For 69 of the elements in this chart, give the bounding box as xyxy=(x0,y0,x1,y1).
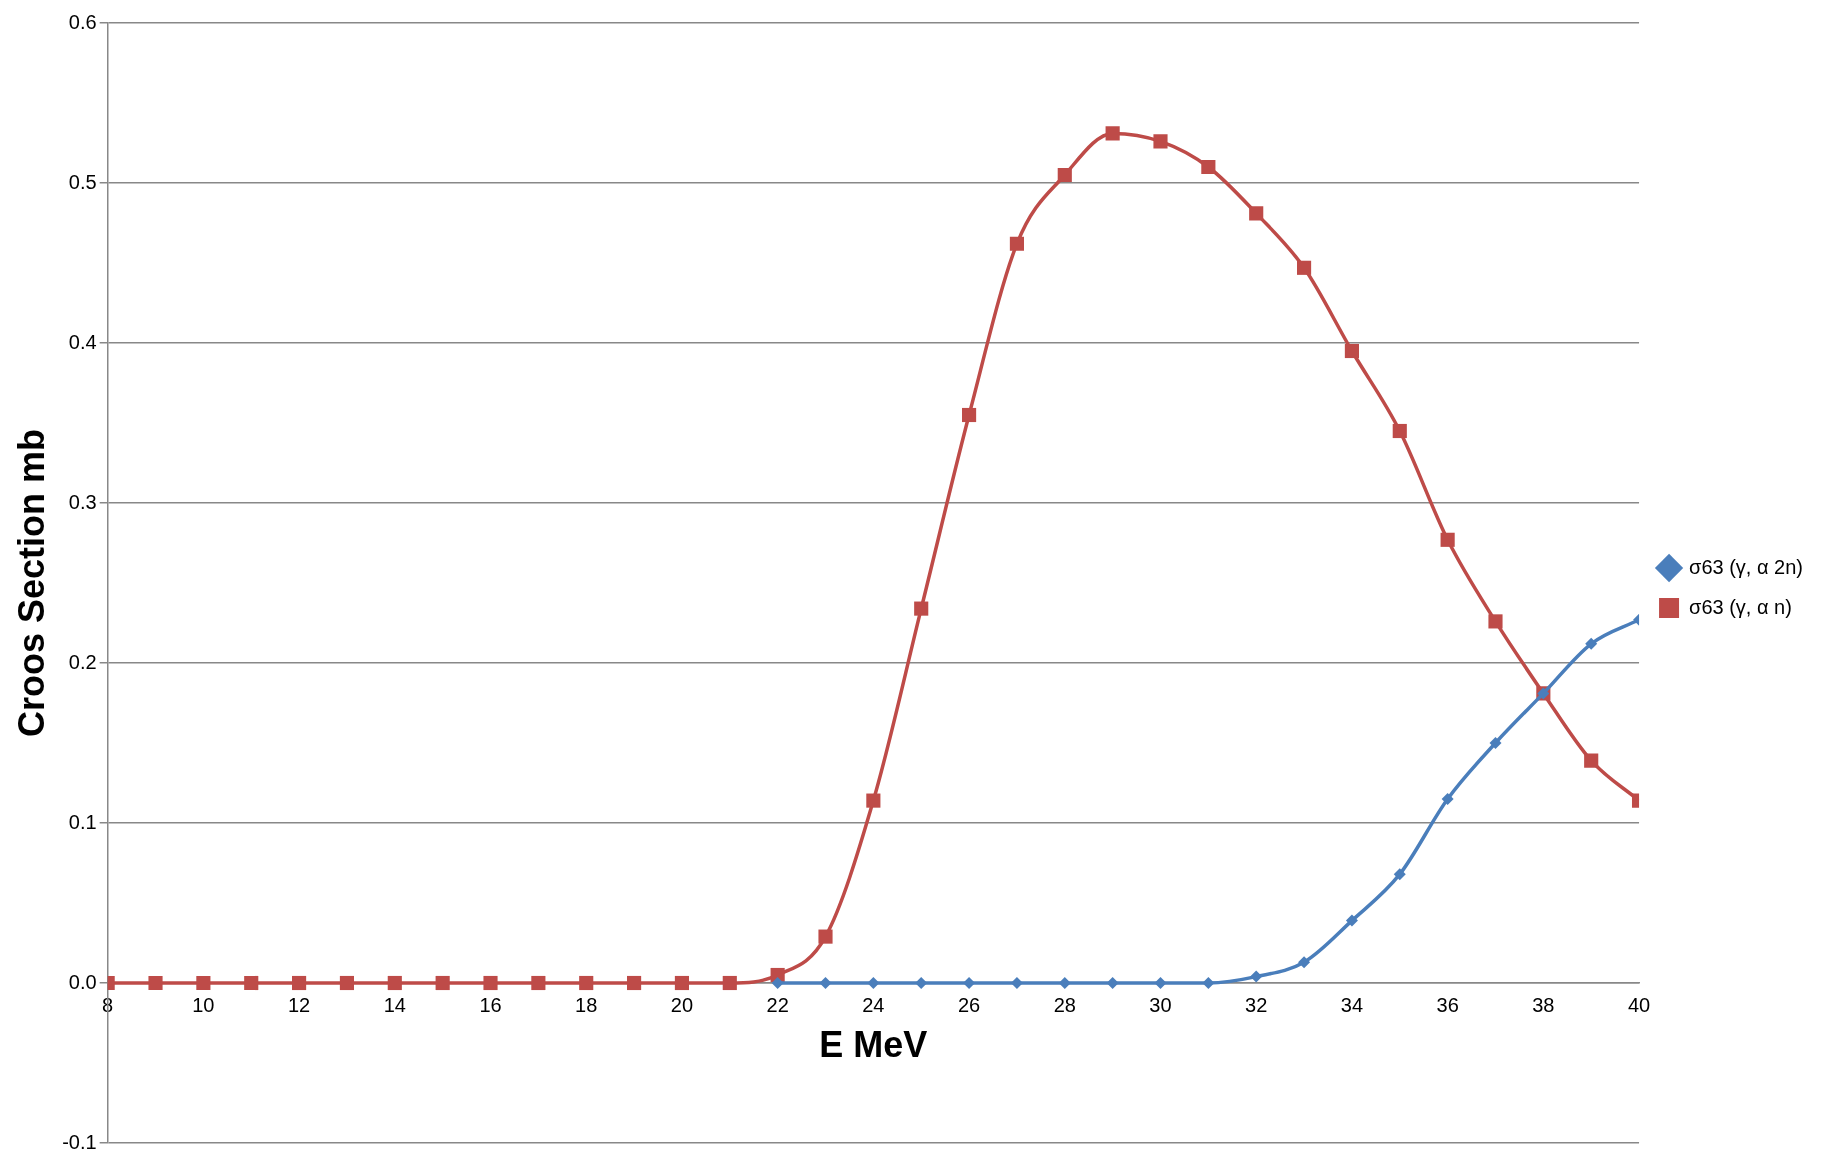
point xyxy=(914,601,929,616)
y-tick-label: 0.5 xyxy=(68,170,97,193)
point xyxy=(1296,260,1312,275)
x-tick-label: 38 xyxy=(1532,993,1555,1016)
y-axis-title: Croos Section mb xyxy=(10,428,52,738)
y-tick-label: -0.1 xyxy=(62,1130,97,1153)
y-tick-label: 0.6 xyxy=(68,10,97,33)
point xyxy=(1105,126,1120,141)
y-tick-label: 0.3 xyxy=(68,490,97,513)
y-tick-label: 0.4 xyxy=(68,330,97,353)
point xyxy=(1489,737,1502,749)
point xyxy=(1153,134,1168,149)
x-tick-label: 34 xyxy=(1340,993,1364,1016)
x-tick-label: 26 xyxy=(957,993,981,1016)
point xyxy=(771,977,784,989)
x-tick-label: 12 xyxy=(287,993,311,1016)
point xyxy=(292,975,307,991)
point xyxy=(1584,753,1599,768)
point xyxy=(196,975,211,991)
y-tick-label: 0.1 xyxy=(68,810,97,833)
point xyxy=(1488,614,1503,629)
point xyxy=(819,977,832,989)
point xyxy=(148,975,163,991)
point xyxy=(531,975,546,991)
point xyxy=(435,975,450,991)
x-tick-label: 28 xyxy=(1053,993,1076,1016)
x-tick-label: 10 xyxy=(192,993,215,1016)
point xyxy=(627,975,642,991)
point xyxy=(483,975,498,991)
point xyxy=(1344,343,1359,359)
point xyxy=(1201,159,1216,175)
point xyxy=(722,975,737,991)
point xyxy=(674,975,690,991)
point xyxy=(1585,637,1598,650)
point xyxy=(1250,970,1263,983)
x-tick-label: 16 xyxy=(479,993,502,1016)
x-tick-label: 32 xyxy=(1245,993,1268,1016)
point xyxy=(1393,868,1406,881)
point xyxy=(1249,206,1264,221)
x-axis-title: E MeV xyxy=(819,1023,928,1065)
x-tick-label: 24 xyxy=(862,993,885,1016)
point xyxy=(962,407,977,423)
x-tick-label: 14 xyxy=(383,993,406,1016)
point xyxy=(244,975,259,991)
x-tick-label: 40 xyxy=(1627,993,1651,1016)
x-tick-label: 30 xyxy=(1149,993,1172,1016)
point xyxy=(1009,236,1024,251)
point xyxy=(1440,532,1455,547)
point xyxy=(1057,167,1072,183)
point xyxy=(1345,914,1358,927)
y-tick-label: 0.2 xyxy=(68,650,97,673)
point xyxy=(339,975,355,991)
x-tick-label: 22 xyxy=(766,993,789,1016)
point xyxy=(579,975,594,991)
x-tick-label: 20 xyxy=(670,993,694,1016)
legend-label: σ63 (γ, α 2n) xyxy=(1689,555,1804,578)
x-tick-label: 36 xyxy=(1436,993,1459,1016)
legend-label: σ63 (γ, α n) xyxy=(1689,595,1792,618)
point xyxy=(1441,793,1454,805)
point xyxy=(1154,977,1167,989)
point xyxy=(866,793,881,808)
x-tick-label: 8 xyxy=(102,993,114,1016)
point xyxy=(387,975,402,991)
point xyxy=(1392,423,1407,439)
y-tick-label: 0.0 xyxy=(68,970,97,993)
point xyxy=(1202,977,1215,989)
point xyxy=(1298,956,1311,969)
x-tick-label: 18 xyxy=(575,993,598,1016)
point xyxy=(818,929,833,944)
